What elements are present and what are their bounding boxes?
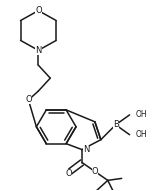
Text: O: O (35, 6, 42, 15)
Text: O: O (92, 167, 98, 176)
Text: O: O (65, 169, 72, 178)
Text: B: B (113, 120, 119, 129)
Text: OH: OH (136, 130, 148, 139)
Text: OH: OH (136, 110, 148, 119)
Text: O: O (25, 96, 32, 104)
Text: N: N (83, 145, 89, 154)
Text: N: N (35, 46, 42, 55)
